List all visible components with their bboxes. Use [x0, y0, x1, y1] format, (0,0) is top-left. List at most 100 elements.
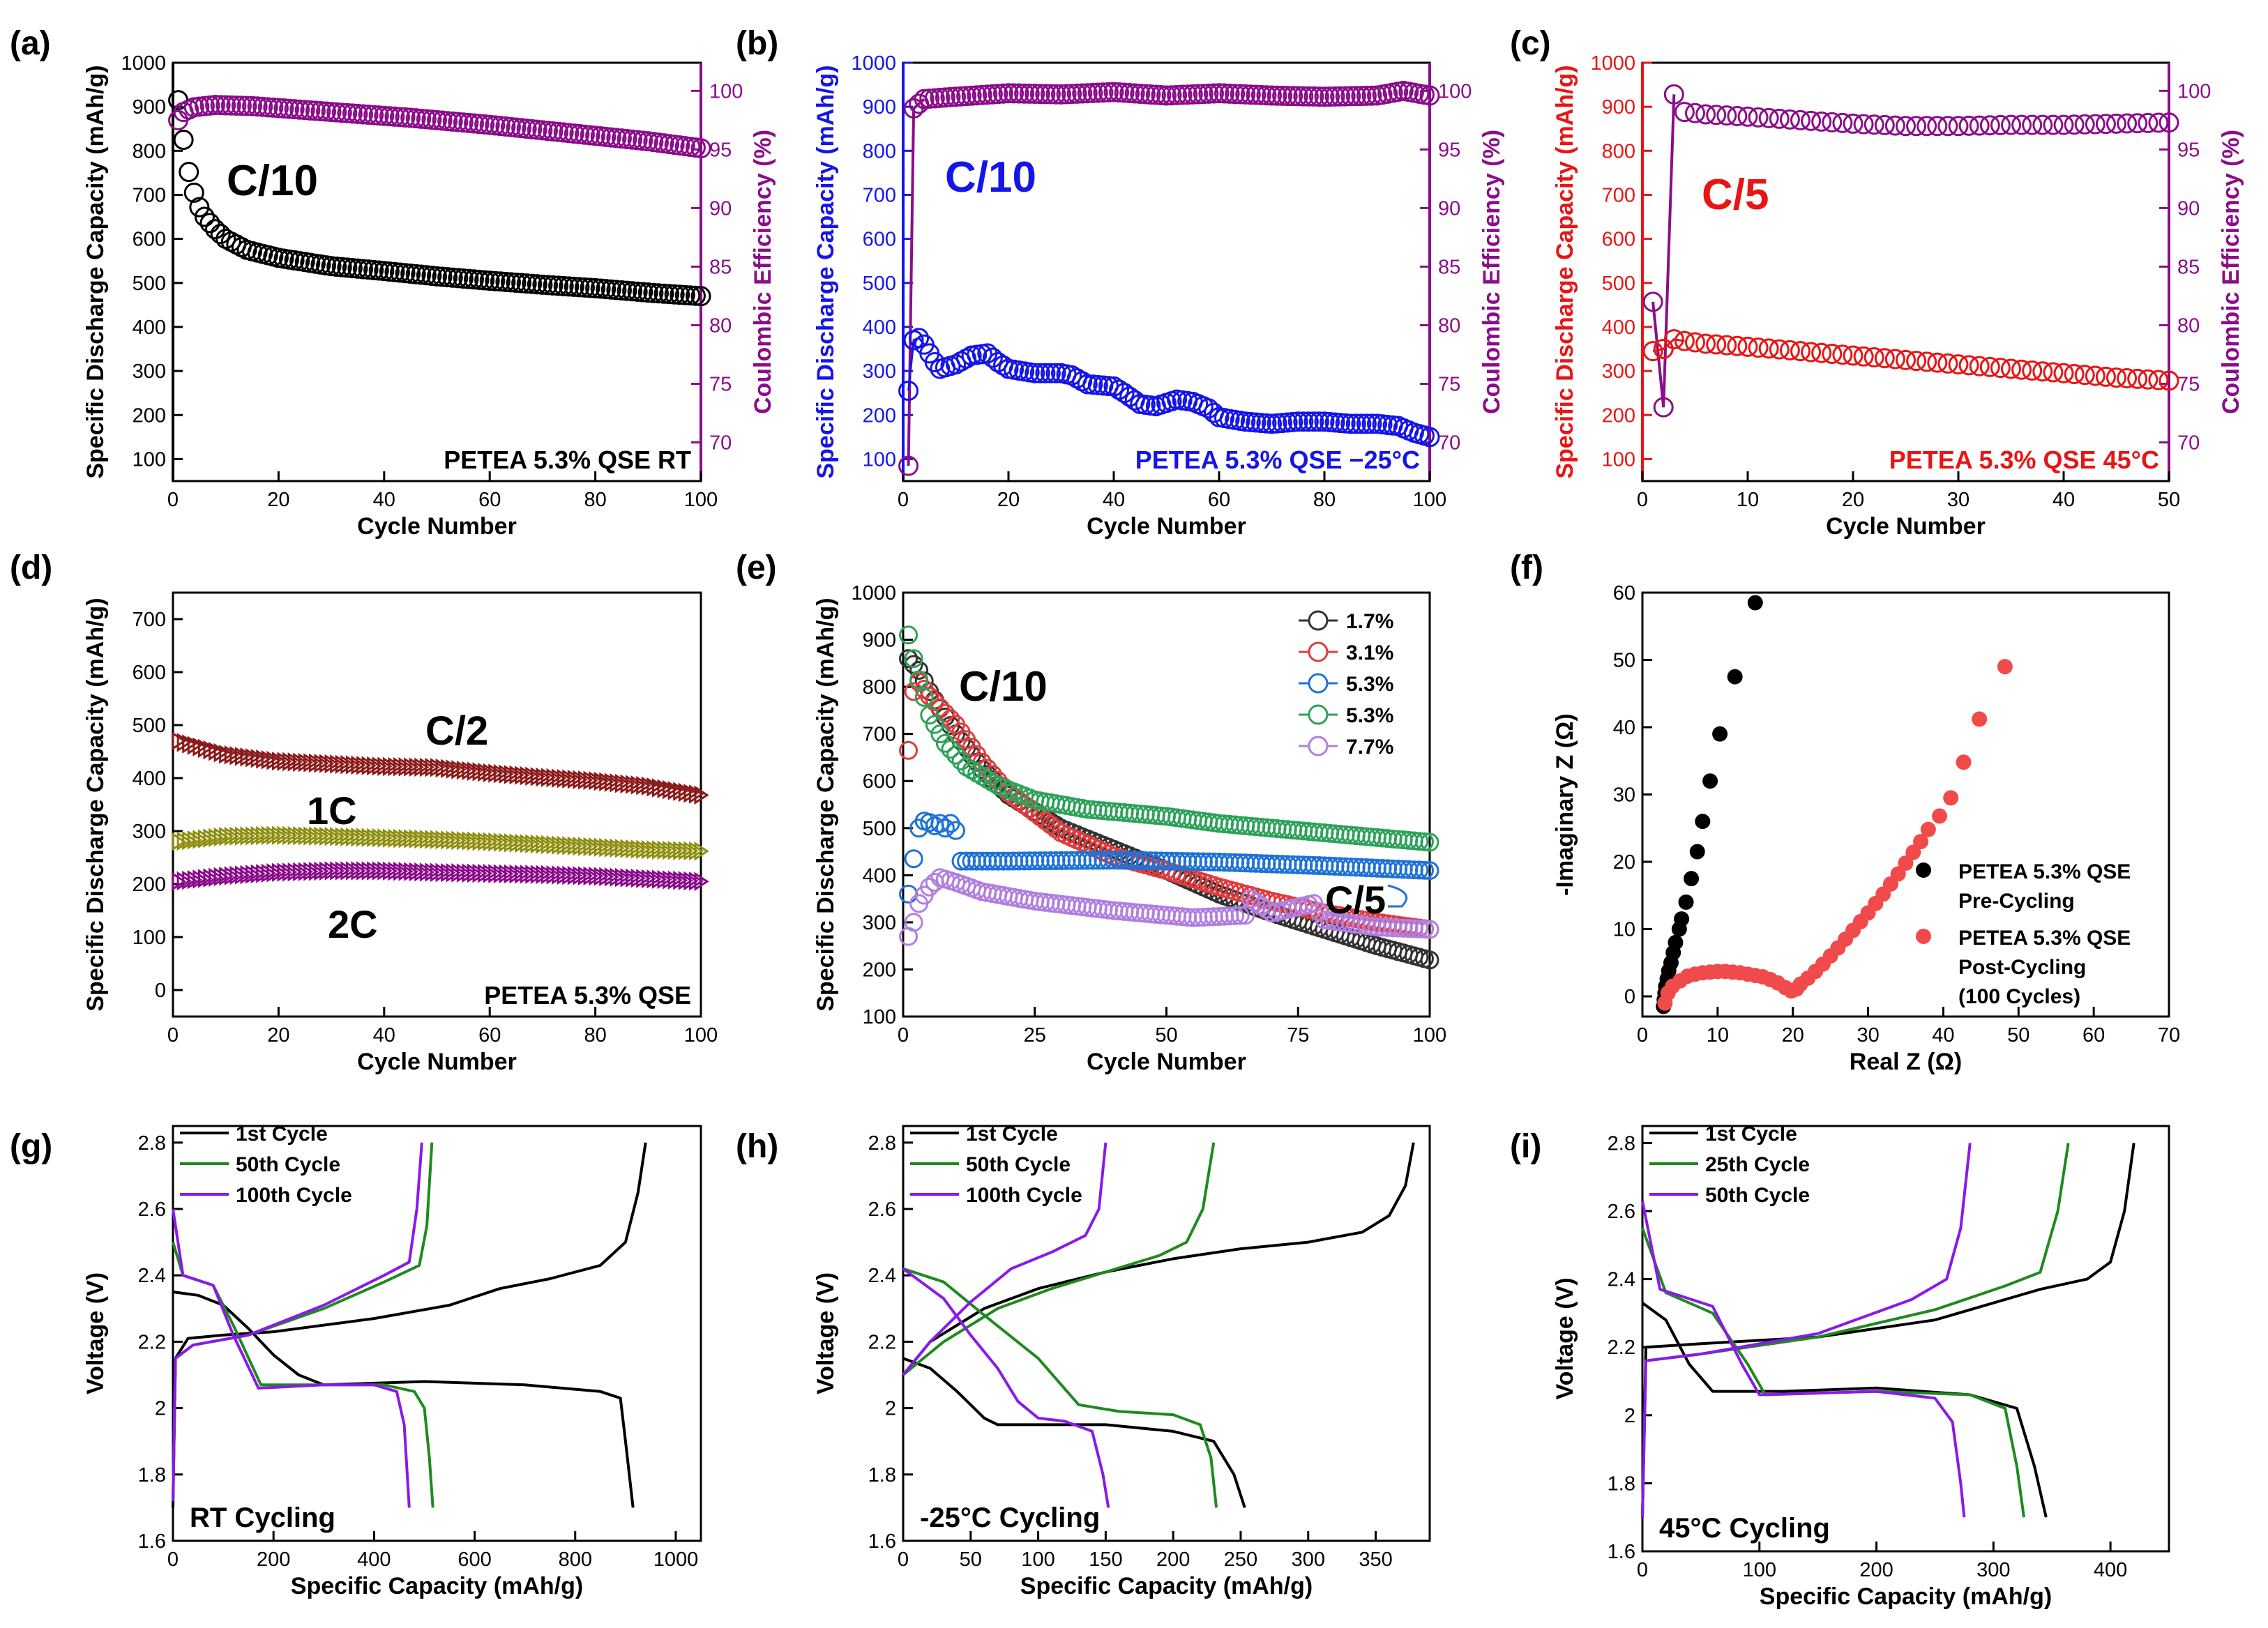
efficiency-point — [1320, 86, 1340, 107]
capacity-point — [1345, 413, 1366, 434]
capacity-point — [2148, 370, 2169, 390]
y2-tick-label: 90 — [709, 197, 732, 220]
efficiency-point — [1884, 115, 1905, 136]
efficiency-point — [1103, 82, 1124, 102]
legend-label: 3.1% — [1346, 641, 1393, 664]
plot-frame — [172, 1125, 702, 1542]
plot-frame — [172, 591, 702, 1018]
efficiency-point — [289, 99, 310, 120]
capacity-point — [1948, 354, 1969, 375]
efficiency-point — [972, 84, 992, 105]
efficiency-point — [1156, 85, 1177, 106]
efficiency-point — [1283, 86, 1303, 107]
efficiency-point — [242, 96, 263, 116]
efficiency-point — [1685, 102, 1705, 123]
y2-tick-label: 85 — [1438, 256, 1460, 278]
panel-d: 0 20 40 60 80 100 0 100 200 300 400 500 600 700 Cycle … — [10, 549, 718, 1075]
y-tick-label: 2.8 — [868, 1132, 896, 1155]
y-tick-label: 500 — [1602, 273, 1635, 295]
marker-series-3 — [1409, 832, 1429, 851]
x-tick-label: 1000 — [653, 1549, 699, 1571]
panel-label: (b) — [736, 25, 778, 62]
legend: 1st Cycle 50th Cycle 100th Cycle — [910, 1123, 1082, 1207]
marker-series-4 — [1236, 906, 1255, 925]
efficiency-point — [1246, 84, 1267, 105]
y-tick-label: 400 — [133, 768, 166, 790]
y2-axis-label: Coulombic Efficiency (%) — [750, 130, 776, 414]
efficiency-point — [1267, 85, 1287, 106]
capacity-point — [2022, 360, 2043, 381]
x-tick-label: 40 — [2052, 489, 2075, 511]
marker-series-3 — [1420, 832, 1439, 852]
x-tick-label: 60 — [1208, 489, 1230, 511]
y-tick-label: 700 — [863, 724, 896, 746]
discharge-curve-0 — [1641, 1302, 2048, 1518]
capacity-point — [485, 271, 506, 291]
capacity-point — [690, 286, 711, 307]
efficiency-point — [247, 96, 268, 117]
capacity-point — [1863, 347, 1884, 368]
efficiency-point — [898, 455, 919, 476]
capacity-point — [617, 280, 637, 301]
capacity-point — [1990, 358, 2011, 379]
discharge-curve-2 — [172, 1208, 411, 1508]
y-axis-label: Specific Discharge Capacity (mAh/g) — [812, 65, 839, 478]
capacity-point — [448, 268, 469, 289]
efficiency-point — [2022, 114, 2043, 135]
capacity-point — [600, 279, 621, 300]
efficiency-point — [331, 102, 352, 123]
efficiency-point — [1419, 85, 1440, 106]
panel-b: 0 20 40 60 80 100 100 200 300 400 500 600 700 800 900 1… — [736, 25, 1505, 540]
legend-label: 100th Cycle — [966, 1184, 1082, 1207]
y-tick-label: 700 — [133, 184, 166, 206]
efficiency-point — [1874, 114, 1895, 135]
efficiency-point — [1235, 84, 1256, 105]
y-tick-label: 700 — [863, 184, 896, 206]
efficiency-point — [1277, 86, 1298, 107]
post-cycling-point — [1932, 808, 1948, 824]
x-axis-label: Cycle Number — [357, 1049, 517, 1075]
condition-annotation: RT Cycling — [190, 1503, 335, 1533]
legend-label: 1.7% — [1346, 610, 1393, 633]
efficiency-point — [690, 138, 711, 159]
capacity-point — [500, 272, 521, 293]
efficiency-point — [1172, 84, 1193, 105]
pre-cycling-point — [1712, 726, 1728, 742]
panel-f: 0 10 20 30 40 50 60 70 0 10 20 30 40 50 60 Real Z (Ω) -I… — [1510, 549, 2180, 1075]
efficiency-point — [919, 89, 940, 109]
pre-cycling-point — [1747, 595, 1763, 611]
y-tick-label: 2.2 — [868, 1331, 896, 1353]
capacity-point — [1419, 427, 1440, 448]
capacity-point — [564, 276, 584, 297]
y-tick-label: 500 — [863, 273, 896, 295]
capacity-point — [2001, 358, 2021, 379]
y2-tick-label: 80 — [1438, 314, 1460, 337]
x-axis-label: Cycle Number — [357, 513, 517, 540]
capacity-point — [453, 268, 474, 289]
capacity-point — [511, 273, 532, 294]
capacity-point — [1979, 356, 2000, 377]
efficiency-point — [2011, 114, 2032, 135]
y-tick-label: 2.6 — [1608, 1201, 1635, 1223]
legend-label: 7.7% — [1346, 736, 1393, 759]
efficiency-point — [1727, 105, 1748, 126]
marker-series-3 — [1414, 832, 1434, 851]
y-tick-label: 200 — [863, 959, 896, 981]
efficiency-point — [1051, 84, 1071, 105]
efficiency-point — [2127, 113, 2148, 134]
pre-cycling-point — [1689, 844, 1705, 860]
efficiency-point — [358, 105, 379, 125]
panel-label: (i) — [1510, 1128, 1541, 1165]
efficiency-point — [961, 85, 982, 106]
capacity-point — [611, 280, 632, 301]
y-tick-label: 200 — [863, 404, 896, 427]
y-tick-label: 800 — [1602, 140, 1635, 162]
efficiency-point — [1109, 82, 1130, 103]
capacity-point — [1843, 345, 1863, 366]
x-tick-label: 200 — [257, 1549, 290, 1571]
x-tick-label: 40 — [1103, 489, 1125, 511]
efficiency-point — [347, 103, 368, 124]
capacity-point — [1896, 349, 1916, 370]
capacity-point — [664, 284, 685, 305]
x-tick-label: 10 — [1707, 1024, 1729, 1047]
